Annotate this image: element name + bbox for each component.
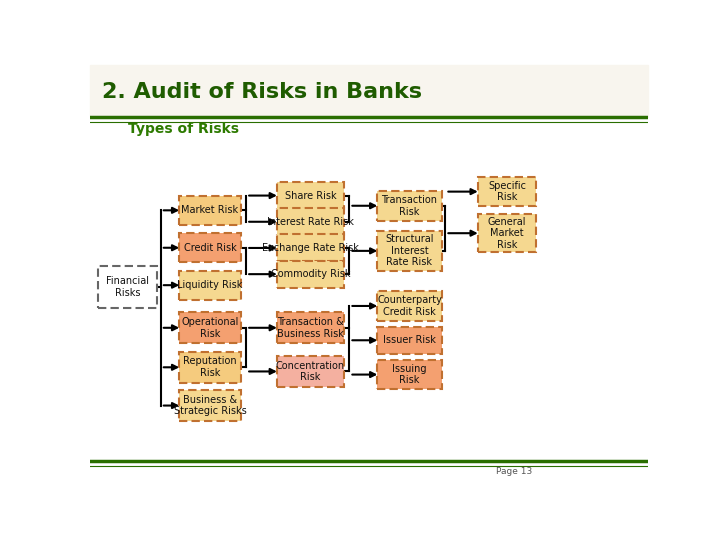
Text: Share Risk: Share Risk bbox=[284, 191, 336, 200]
Text: Specific
Risk: Specific Risk bbox=[488, 181, 526, 202]
FancyBboxPatch shape bbox=[377, 327, 441, 354]
Text: Transaction &
Business Risk: Transaction & Business Risk bbox=[277, 317, 344, 339]
FancyBboxPatch shape bbox=[377, 292, 441, 321]
Text: Liquidity Risk: Liquidity Risk bbox=[177, 280, 243, 290]
Text: Business &
Strategic Risks: Business & Strategic Risks bbox=[174, 395, 246, 416]
Text: Financial
Risks: Financial Risks bbox=[106, 276, 149, 298]
Text: Types of Risks: Types of Risks bbox=[128, 122, 239, 136]
FancyBboxPatch shape bbox=[179, 352, 240, 383]
FancyBboxPatch shape bbox=[377, 231, 441, 271]
FancyBboxPatch shape bbox=[277, 234, 344, 261]
FancyBboxPatch shape bbox=[478, 177, 536, 206]
Text: General
Market
Risk: General Market Risk bbox=[488, 217, 526, 250]
Text: Concentration
Risk: Concentration Risk bbox=[276, 361, 345, 382]
FancyBboxPatch shape bbox=[179, 312, 240, 343]
Text: Market Risk: Market Risk bbox=[181, 205, 238, 215]
Text: Transaction
Risk: Transaction Risk bbox=[382, 195, 438, 217]
FancyBboxPatch shape bbox=[99, 266, 157, 308]
FancyBboxPatch shape bbox=[478, 214, 536, 252]
FancyBboxPatch shape bbox=[179, 390, 240, 421]
FancyBboxPatch shape bbox=[377, 191, 441, 221]
FancyBboxPatch shape bbox=[277, 261, 344, 288]
Text: 2. Audit of Risks in Banks: 2. Audit of Risks in Banks bbox=[102, 82, 422, 102]
Text: Counterparty
Credit Risk: Counterparty Credit Risk bbox=[377, 295, 442, 317]
FancyBboxPatch shape bbox=[377, 360, 441, 389]
Text: Issuer Risk: Issuer Risk bbox=[383, 335, 436, 345]
Text: Issuing
Risk: Issuing Risk bbox=[392, 364, 427, 386]
Text: Operational
Risk: Operational Risk bbox=[181, 317, 238, 339]
FancyBboxPatch shape bbox=[277, 312, 344, 343]
FancyBboxPatch shape bbox=[277, 182, 344, 209]
FancyBboxPatch shape bbox=[179, 196, 240, 225]
FancyBboxPatch shape bbox=[179, 271, 240, 300]
FancyBboxPatch shape bbox=[277, 356, 344, 387]
Text: Exchange Rate Risk: Exchange Rate Risk bbox=[262, 243, 359, 253]
Text: Reputation
Risk: Reputation Risk bbox=[183, 356, 237, 378]
Text: Page 13: Page 13 bbox=[496, 467, 532, 476]
FancyBboxPatch shape bbox=[277, 208, 344, 235]
Text: Commodity Risk: Commodity Risk bbox=[271, 269, 350, 279]
Bar bbox=[90, 65, 648, 117]
Text: Structural
Interest
Rate Risk: Structural Interest Rate Risk bbox=[385, 234, 433, 267]
FancyBboxPatch shape bbox=[179, 233, 240, 262]
Text: Interest Rate Risk: Interest Rate Risk bbox=[267, 217, 354, 227]
Text: Credit Risk: Credit Risk bbox=[184, 243, 236, 253]
